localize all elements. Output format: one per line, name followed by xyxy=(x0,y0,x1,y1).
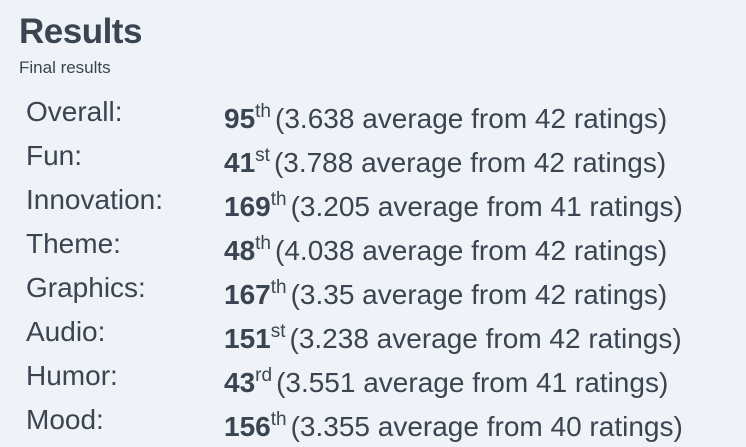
rank-suffix: th xyxy=(270,189,287,210)
result-value: 41st (3.788 average from 42 ratings) xyxy=(224,136,666,183)
result-value: 156th (3.355 average from 40 ratings) xyxy=(224,400,683,447)
rank: 151 xyxy=(224,323,271,354)
rank-suffix: th xyxy=(270,277,287,298)
rating-detail: (3.551 average from 41 ratings) xyxy=(276,367,669,398)
rank-suffix: th xyxy=(270,409,287,430)
result-value: 48th (4.038 average from 42 ratings) xyxy=(224,224,667,271)
rank: 167 xyxy=(224,279,271,310)
rank: 48 xyxy=(224,235,256,266)
rating-detail: (3.788 average from 42 ratings) xyxy=(273,147,667,178)
rating-detail: (3.355 average from 40 ratings) xyxy=(290,411,683,442)
result-value: 167th (3.35 average from 42 ratings) xyxy=(224,268,667,315)
rank-suffix: rd xyxy=(255,365,273,386)
rank-suffix: th xyxy=(255,101,272,122)
rank: 156 xyxy=(224,411,271,442)
category-label: Innovation: xyxy=(26,184,163,215)
rank-suffix: th xyxy=(255,233,272,254)
result-value: 95th (3.638 average from 42 ratings) xyxy=(224,92,667,139)
category-label: Overall: xyxy=(26,96,123,127)
rating-detail: (3.238 average from 42 ratings) xyxy=(289,323,682,354)
result-value: 151st (3.238 average from 42 ratings) xyxy=(224,312,682,359)
rating-detail: (3.205 average from 41 ratings) xyxy=(290,191,683,222)
category-label: Theme: xyxy=(26,228,121,259)
rating-detail: (3.638 average from 42 ratings) xyxy=(275,103,668,134)
rank: 169 xyxy=(224,191,271,222)
category-label: Humor: xyxy=(26,360,118,391)
rank-suffix: st xyxy=(270,321,286,342)
result-value: 43rd (3.551 average from 41 ratings) xyxy=(224,356,668,403)
category-label: Mood: xyxy=(26,404,104,435)
rating-detail: (4.038 average from 42 ratings) xyxy=(275,235,668,266)
page-subtitle: Final results xyxy=(19,58,111,77)
rank: 43 xyxy=(224,367,256,398)
rank: 41 xyxy=(224,147,256,178)
category-label: Fun: xyxy=(26,140,83,171)
rank: 95 xyxy=(224,103,256,134)
category-label: Audio: xyxy=(26,316,106,347)
category-label: Graphics: xyxy=(26,272,146,303)
page-title: Results xyxy=(19,12,142,51)
result-value: 169th (3.205 average from 41 ratings) xyxy=(224,180,683,227)
rating-detail: (3.35 average from 42 ratings) xyxy=(290,279,668,310)
rank-suffix: st xyxy=(255,145,270,166)
